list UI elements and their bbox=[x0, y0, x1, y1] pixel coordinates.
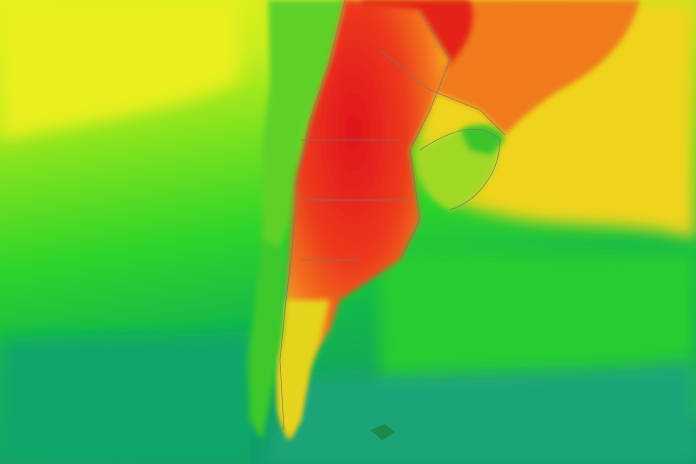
chile-south bbox=[248, 240, 285, 440]
province-borders bbox=[300, 139, 410, 261]
falkland-islands bbox=[370, 424, 395, 440]
patagonia bbox=[278, 300, 330, 440]
pacific-warm-zone bbox=[0, 0, 240, 140]
chile-argentina-border bbox=[279, 0, 346, 431]
uruguay-border bbox=[419, 128, 501, 211]
chile-north bbox=[262, 0, 345, 260]
southern-ocean bbox=[260, 360, 696, 464]
borders bbox=[279, 0, 506, 431]
pacific-south bbox=[0, 330, 250, 464]
uruguay-cool-spot bbox=[460, 124, 505, 155]
argentina-east-border bbox=[399, 9, 451, 261]
paraguay-brazil-border bbox=[379, 49, 506, 136]
